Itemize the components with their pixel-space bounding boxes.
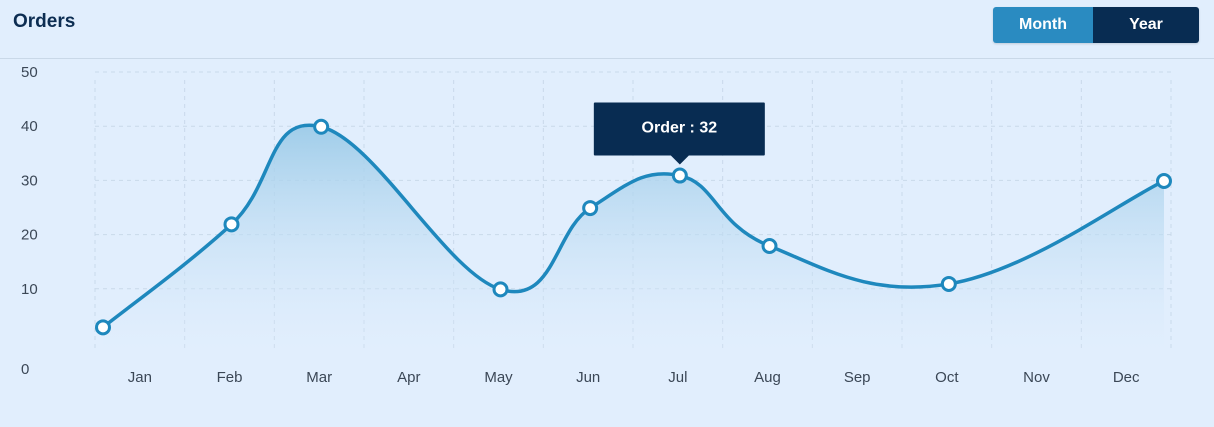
y-axis: 0 10 20 30 40 50 [21, 64, 38, 378]
data-point-jun[interactable] [582, 200, 599, 217]
data-point-mar[interactable] [313, 118, 330, 135]
x-tick-label: Apr [397, 369, 420, 386]
tooltip: Order : 32 [593, 102, 765, 165]
series-line [101, 123, 1166, 330]
y-tick-label: 20 [21, 227, 38, 244]
y-tick-label: 10 [21, 281, 38, 298]
period-toggle: Month Year [993, 7, 1199, 43]
x-tick-label: Sep [844, 369, 871, 386]
data-point-jul[interactable] [671, 167, 688, 184]
x-tick-label: Aug [754, 369, 781, 386]
x-tick-label: Feb [217, 369, 243, 386]
x-tick-label: Oct [935, 369, 959, 386]
x-tick-label: Mar [306, 369, 332, 386]
y-tick-label: 50 [21, 64, 38, 81]
data-point-oct[interactable] [940, 275, 957, 292]
series-layer [101, 123, 1166, 351]
x-tick-label: Dec [1113, 369, 1140, 386]
x-tick-label: May [484, 369, 513, 386]
tooltip-box [593, 102, 765, 156]
series-area-fill [103, 125, 1164, 351]
data-point-may[interactable] [492, 281, 509, 298]
data-point-aug[interactable] [761, 238, 778, 255]
y-tick-label: 30 [21, 172, 38, 189]
x-tick-label: Nov [1023, 369, 1050, 386]
x-tick-label: Jul [668, 369, 687, 386]
tooltip-text: Order : 32 [642, 120, 718, 137]
markers-layer [95, 118, 1172, 336]
chart-header: Orders Month Year [0, 0, 1214, 59]
data-point-feb[interactable] [223, 216, 240, 233]
y-tick-label: 0 [21, 361, 29, 378]
x-axis: Jan Feb Mar Apr May Jun Jul Aug Sep Oct Nov Dec [128, 369, 1140, 386]
data-point-jan[interactable] [95, 319, 111, 336]
year-button[interactable]: Year [1093, 7, 1199, 43]
x-tick-label: Jan [128, 369, 152, 386]
chart-title: Orders [13, 11, 76, 32]
y-tick-label: 40 [21, 118, 38, 135]
x-tick-label: Jun [576, 369, 600, 386]
data-point-dec[interactable] [1156, 172, 1172, 189]
month-button[interactable]: Month [993, 7, 1093, 43]
tooltip-arrow [670, 155, 689, 165]
